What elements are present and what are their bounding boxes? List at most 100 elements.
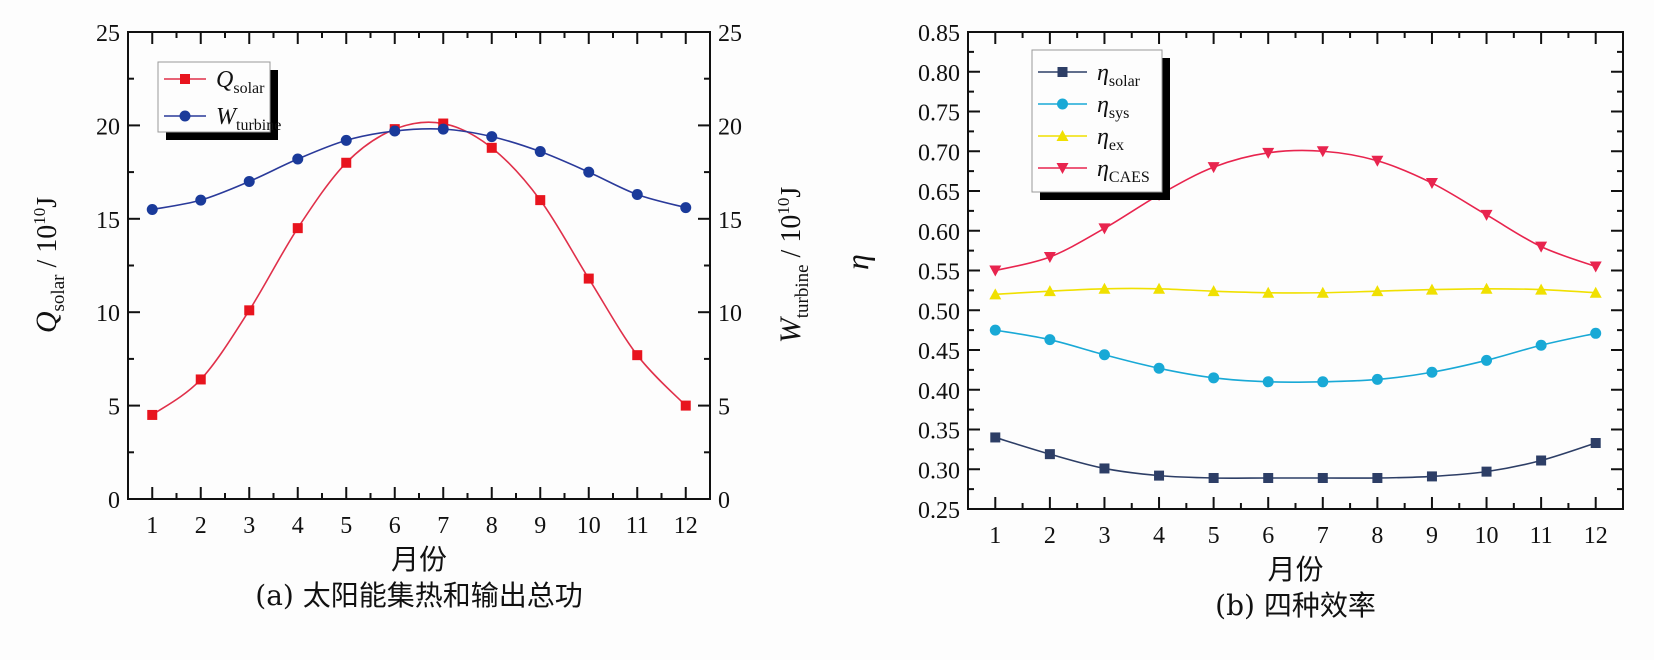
x-tick-label: 7 (437, 513, 449, 539)
data-point-ex (1043, 285, 1056, 297)
y-tick-label: 15 (96, 208, 120, 234)
legend-label-sub: solar (1109, 73, 1141, 90)
y-axis-title-left-sub: solar (48, 274, 69, 312)
data-point-ex (989, 288, 1002, 300)
x-tick-label: 6 (389, 513, 401, 539)
legend-label-sub: sys (1109, 105, 1129, 122)
data-point-solar (486, 142, 497, 153)
y-right-tick-label: 10 (718, 301, 742, 327)
y-tick-label: 0.70 (918, 140, 960, 166)
legend-label: ηex (1097, 124, 1124, 154)
data-point-CAES (1098, 223, 1111, 235)
data-point-solar (1536, 455, 1547, 466)
data-point-solar (1263, 472, 1274, 483)
series-line-solar (995, 436, 1596, 479)
data-point-ex (1535, 283, 1548, 295)
data-point-sys (989, 324, 1001, 336)
x-tick-label: 8 (1371, 523, 1383, 549)
x-tick-label: 6 (1262, 523, 1274, 549)
y-tick-label: 0.50 (918, 299, 960, 325)
y-tick-label: 5 (108, 395, 120, 421)
y-right-tick-label: 25 (718, 21, 742, 47)
y-tick-label: 0.75 (918, 101, 960, 127)
data-point-solar (1481, 466, 1492, 477)
data-point-sys (1317, 376, 1329, 388)
y-axis-title-right-tail: J (776, 187, 807, 198)
legend-label: ηCAES (1097, 156, 1150, 186)
data-point-sys (1153, 362, 1165, 374)
data-point-ex (1153, 282, 1166, 294)
legend-label-main: η (1097, 124, 1109, 150)
legend-label-main: η (1097, 156, 1109, 182)
data-point-solar (147, 409, 158, 420)
data-point-CAES (1480, 209, 1493, 221)
x-tick-label: 12 (1584, 523, 1608, 549)
legend-marker-CAES (1056, 163, 1069, 174)
x-axis-title: 月份 (391, 544, 447, 576)
y-tick-label: 25 (96, 21, 120, 47)
legend-box (157, 61, 271, 133)
legend-label-sub: ex (1109, 137, 1124, 154)
figure-caption: (b) 四种效率 (1215, 589, 1376, 622)
legend-item-solar: Qsolar (164, 67, 265, 97)
data-point-turbine (631, 189, 643, 201)
y-right-tick-label: 5 (718, 395, 730, 421)
data-point-sys (1426, 366, 1438, 378)
y-axis-title-right-exp: 10 (774, 198, 793, 215)
data-point-ex (1589, 286, 1602, 298)
data-point-sys (1098, 349, 1110, 361)
y-tick-label: 0 (108, 488, 120, 514)
data-point-CAES (1589, 261, 1602, 273)
legend-marker-solar (180, 74, 190, 84)
legend-marker-ex (1056, 130, 1069, 141)
data-point-ex (1316, 286, 1329, 298)
x-tick-label: 11 (1530, 523, 1553, 549)
legend-item-sys: ηsys (1038, 92, 1129, 122)
legend-item-solar: ηsolar (1038, 60, 1141, 90)
data-point-solar (1372, 472, 1383, 483)
legend-label-sub: CAES (1109, 169, 1150, 186)
data-point-turbine (680, 202, 692, 214)
data-point-solar (1208, 472, 1219, 483)
y-axis-title-left-main: Q (30, 311, 63, 333)
x-tick-label: 4 (1153, 523, 1165, 549)
y-tick-label: 0.45 (918, 339, 960, 365)
series-turbine (146, 123, 692, 215)
x-tick-label: 10 (577, 513, 601, 539)
data-point-CAES (1535, 241, 1548, 253)
data-point-sys (1590, 327, 1602, 339)
series-line-sys (995, 329, 1596, 383)
y-axis-title-left-unit: / 10 (32, 225, 63, 275)
y-tick-label: 0.85 (918, 21, 960, 47)
x-tick-label: 11 (626, 513, 649, 539)
y-axis-title: η (839, 254, 875, 270)
data-point-solar (632, 350, 643, 361)
data-point-turbine (437, 123, 449, 135)
y-axis-title-right-sub: turbine (792, 264, 813, 318)
y-tick-label: 0.35 (918, 419, 960, 445)
data-point-solar (341, 157, 352, 168)
y-axis-title-right-main: W (774, 315, 807, 343)
y-tick-label: 0.55 (918, 260, 960, 286)
series-line-solar (151, 121, 687, 416)
y-axis-title-left-tail: J (32, 197, 63, 208)
chart-a: 1 2 3 4 5 6 7 8 9 10 11 1205101520250510152025月份(a)… (30, 21, 813, 612)
figure-caption: (a) 太阳能集热和输出总功 (255, 579, 582, 612)
x-tick-label: 9 (534, 513, 546, 539)
x-tick-label: 8 (486, 513, 498, 539)
legend-marker-solar (1057, 67, 1068, 77)
legend-label: Qsolar (216, 67, 265, 97)
y-tick-label: 20 (96, 114, 120, 140)
data-point-sys (1262, 376, 1274, 388)
legend-item-ex: ηex (1038, 124, 1124, 154)
data-point-solar (535, 195, 546, 206)
y-axis-title-left-exp: 10 (30, 208, 49, 225)
data-point-solar (1590, 438, 1601, 449)
data-point-solar (1317, 472, 1328, 483)
data-point-solar (438, 118, 449, 129)
x-tick-label: 3 (1098, 523, 1110, 549)
x-tick-label: 1 (146, 513, 158, 539)
legend-label: Wturbine (216, 104, 281, 134)
data-point-solar (990, 432, 1001, 443)
